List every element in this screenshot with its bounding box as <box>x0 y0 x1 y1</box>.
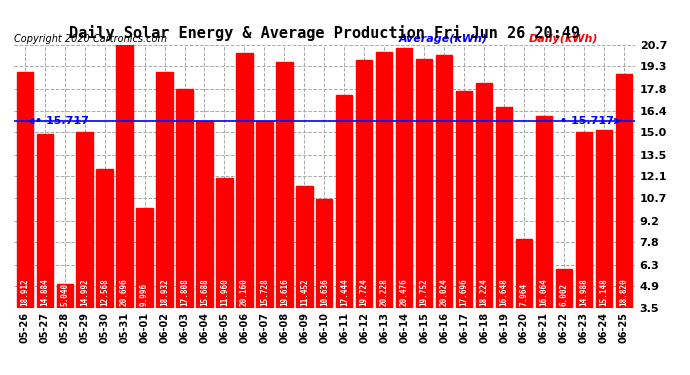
Bar <box>516 239 532 308</box>
Text: 10.636: 10.636 <box>319 278 329 306</box>
Bar <box>575 132 592 308</box>
Bar <box>57 284 73 308</box>
Text: 18.820: 18.820 <box>620 278 629 306</box>
Bar <box>456 91 472 308</box>
Bar <box>356 60 373 308</box>
Text: • 15.717: • 15.717 <box>560 116 620 126</box>
Text: 7.964: 7.964 <box>520 283 529 306</box>
Bar <box>296 186 313 308</box>
Text: 15.148: 15.148 <box>600 278 609 306</box>
Text: 14.884: 14.884 <box>40 278 49 306</box>
Bar <box>535 116 552 308</box>
Bar <box>595 130 612 308</box>
Bar <box>416 60 433 308</box>
Text: 17.444: 17.444 <box>339 278 348 306</box>
Text: 20.024: 20.024 <box>440 278 449 306</box>
Bar <box>316 199 333 308</box>
Bar <box>137 209 152 308</box>
Text: Copyright 2020 Cartronics.com: Copyright 2020 Cartronics.com <box>14 34 167 45</box>
Text: 16.064: 16.064 <box>540 278 549 306</box>
Text: 15.688: 15.688 <box>200 278 209 306</box>
Text: 18.932: 18.932 <box>160 278 169 306</box>
Text: 19.616: 19.616 <box>280 278 289 306</box>
Bar <box>236 53 253 307</box>
Text: 20.228: 20.228 <box>380 278 388 306</box>
Text: 17.808: 17.808 <box>180 278 189 306</box>
Text: 14.988: 14.988 <box>580 278 589 306</box>
Bar <box>276 62 293 308</box>
Text: 15.728: 15.728 <box>260 278 269 306</box>
Text: 20.476: 20.476 <box>400 278 408 306</box>
Bar <box>117 45 132 308</box>
Text: 20.696: 20.696 <box>120 278 129 306</box>
Bar <box>37 134 53 308</box>
Text: 19.724: 19.724 <box>359 278 368 306</box>
Title: Daily Solar Energy & Average Production Fri Jun 26 20:49: Daily Solar Energy & Average Production … <box>69 25 580 41</box>
Bar <box>97 169 113 308</box>
Bar <box>157 72 172 308</box>
Text: 9.996: 9.996 <box>140 283 149 306</box>
Bar <box>336 95 353 308</box>
Text: 5.040: 5.040 <box>60 283 69 306</box>
Text: 14.992: 14.992 <box>80 278 89 306</box>
Bar <box>476 83 492 308</box>
Text: 11.452: 11.452 <box>300 278 309 306</box>
Text: 19.752: 19.752 <box>420 278 428 306</box>
Bar <box>436 56 452 308</box>
Text: 20.160: 20.160 <box>240 278 249 306</box>
Bar <box>216 178 233 308</box>
Bar <box>615 74 632 308</box>
Text: Daily(kWh): Daily(kWh) <box>529 34 599 45</box>
Text: 18.912: 18.912 <box>20 278 29 306</box>
Text: 11.960: 11.960 <box>220 278 229 306</box>
Text: 12.568: 12.568 <box>100 278 109 306</box>
Bar <box>396 48 413 308</box>
Text: 18.224: 18.224 <box>480 278 489 306</box>
Text: 6.002: 6.002 <box>560 283 569 306</box>
Text: Average(kWh): Average(kWh) <box>399 34 488 45</box>
Text: 17.696: 17.696 <box>460 278 469 306</box>
Bar <box>555 269 572 308</box>
Bar <box>77 132 93 308</box>
Text: • 15.717: • 15.717 <box>29 116 88 126</box>
Bar <box>256 121 273 308</box>
Bar <box>496 107 512 307</box>
Bar <box>197 122 213 308</box>
Bar <box>376 52 393 308</box>
Bar <box>17 72 33 308</box>
Text: 16.648: 16.648 <box>500 278 509 306</box>
Bar <box>177 89 193 308</box>
